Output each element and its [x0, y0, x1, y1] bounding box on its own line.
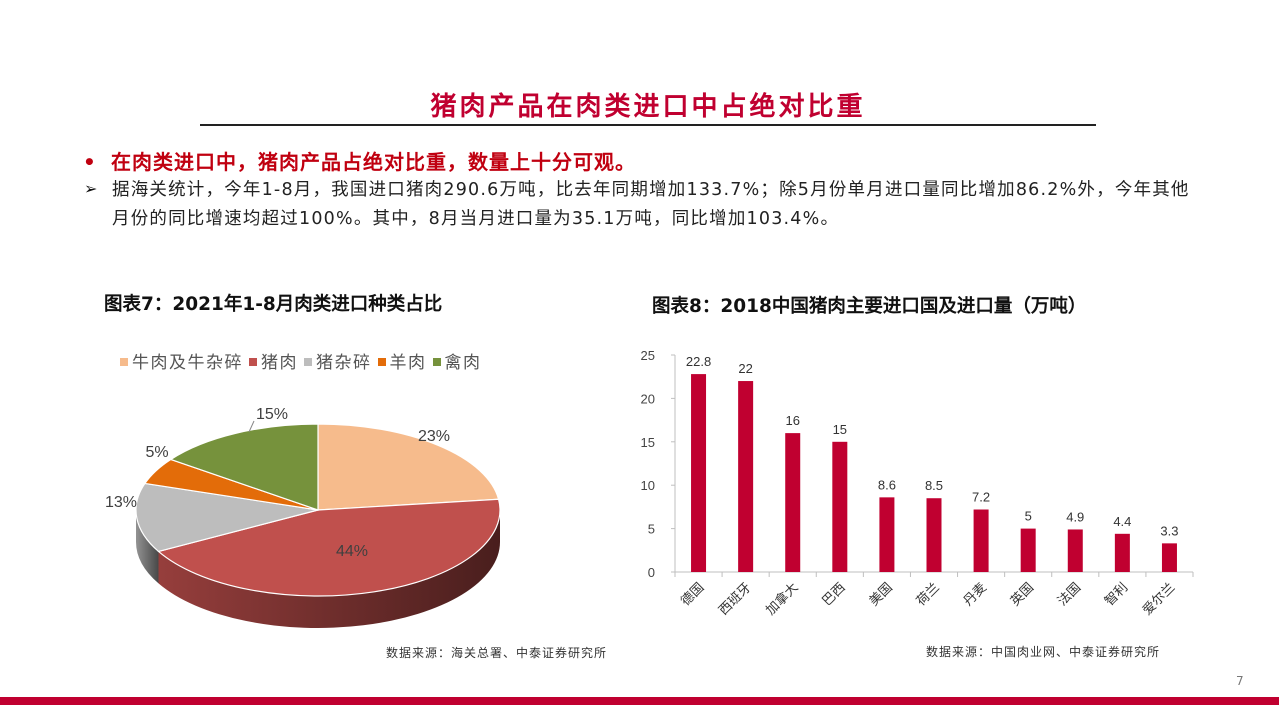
- bar-value-label: 22.8: [686, 354, 711, 369]
- arrow-bullet-icon: ➢: [84, 179, 98, 198]
- legend-item: 猪杂碎: [304, 348, 372, 373]
- pie-slice: [135, 482, 319, 553]
- x-category-label: 荷兰: [914, 580, 943, 609]
- x-category-label: 智利: [1102, 580, 1131, 609]
- bar: [1020, 528, 1036, 572]
- legend-item: 牛肉及牛杂碎: [120, 348, 243, 373]
- pie-slice: [157, 498, 501, 597]
- legend-item: 禽肉: [432, 348, 482, 373]
- legend-swatch-icon: [304, 357, 312, 366]
- legend-swatch-icon: [432, 357, 441, 366]
- bar: [832, 441, 848, 572]
- bar: [879, 497, 895, 572]
- slide-title: 猪肉产品在肉类进口中占绝对比重: [430, 92, 866, 122]
- legend-item: 猪肉: [249, 348, 298, 373]
- legend-label: 牛肉及牛杂碎: [132, 353, 243, 373]
- key-point-text: 在肉类进口中，猪肉产品占绝对比重，数量上十分可观。: [111, 150, 636, 174]
- bar-value-label: 8.6: [878, 477, 896, 492]
- pie-data-label: 15%: [256, 406, 288, 423]
- bar: [1114, 533, 1130, 572]
- bar: [926, 498, 942, 572]
- bar: [1161, 543, 1177, 572]
- y-tick-label: 15: [641, 435, 655, 450]
- legend-label: 禽肉: [444, 353, 482, 373]
- bar: [738, 381, 754, 572]
- bar-value-label: 4.4: [1113, 514, 1131, 529]
- bar-value-label: 15: [833, 422, 847, 437]
- x-category-label: 法国: [1055, 580, 1084, 609]
- bar-value-label: 5: [1025, 509, 1032, 524]
- pie-data-label: 5%: [145, 444, 168, 461]
- bar-value-label: 4.9: [1066, 509, 1084, 524]
- x-category-label: 西班牙: [716, 580, 754, 618]
- pie-data-label: 23%: [418, 428, 450, 445]
- bar-value-label: 3.3: [1160, 523, 1178, 538]
- pie-source: 数据来源：海关总署、中泰证券研究所: [386, 646, 608, 660]
- pie-chart-title: 图表7：2021年1-8月肉类进口种类占比: [104, 294, 443, 315]
- legend-swatch-icon: [377, 357, 386, 366]
- legend-swatch-icon: [120, 357, 128, 366]
- pie-legend: 牛肉及牛杂碎 猪肉 猪杂碎 羊肉 禽肉: [120, 348, 488, 373]
- legend-label: 猪杂碎: [316, 353, 372, 373]
- title-divider: [200, 124, 1096, 126]
- pie-side-wall: [136, 510, 159, 584]
- pie-slice: [169, 423, 319, 511]
- bullet-icon: •: [83, 150, 97, 174]
- x-category-label: 美国: [867, 580, 896, 609]
- x-category-label: 爱尔兰: [1140, 580, 1178, 618]
- pie-side-wall: [158, 510, 500, 628]
- pie-slice: [317, 423, 500, 511]
- pie-data-label: 44%: [336, 543, 368, 560]
- x-category-label: 加拿大: [763, 580, 802, 619]
- leader-line: [248, 420, 255, 433]
- bar: [1067, 529, 1083, 572]
- bar-value-label: 7.2: [972, 490, 990, 505]
- legend-swatch-icon: [249, 357, 257, 366]
- bar-value-label: 8.5: [925, 478, 943, 493]
- x-category-label: 德国: [678, 580, 707, 609]
- y-tick-label: 5: [648, 522, 655, 537]
- bar-chart-title: 图表8：2018中国猪肉主要进口国及进口量（万吨）: [652, 296, 1087, 317]
- x-category-label: 英国: [1008, 580, 1037, 609]
- bar: [691, 374, 707, 572]
- body-paragraph: 据海关统计，今年1-8月，我国进口猪肉290.6万吨，比去年同期增加133.7%…: [112, 180, 1190, 229]
- bar-source: 数据来源：中国肉业网、中泰证券研究所: [926, 645, 1161, 659]
- y-tick-label: 0: [648, 565, 655, 580]
- legend-label: 羊肉: [389, 353, 427, 373]
- y-tick-label: 20: [641, 391, 655, 406]
- legend-item: 羊肉: [377, 348, 427, 373]
- legend-label: 猪肉: [261, 353, 298, 373]
- footer-band: [0, 697, 1279, 705]
- x-category-label: 巴西: [820, 580, 849, 609]
- x-category-label: 丹麦: [961, 580, 990, 609]
- key-point: • 在肉类进口中，猪肉产品占绝对比重，数量上十分可观。: [83, 146, 636, 175]
- page-number: 7: [1236, 674, 1244, 688]
- pie-data-label: 13%: [105, 494, 137, 511]
- bar-value-label: 22: [738, 361, 752, 376]
- bar: [973, 509, 989, 572]
- y-tick-label: 10: [641, 478, 655, 493]
- bar: [785, 433, 801, 572]
- bar-value-label: 16: [785, 413, 799, 428]
- y-tick-label: 25: [641, 348, 655, 363]
